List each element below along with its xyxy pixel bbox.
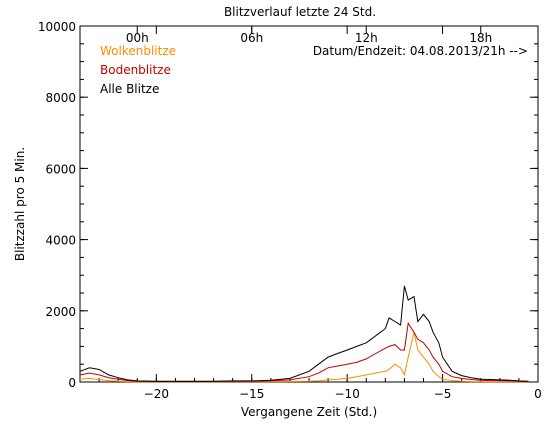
legend-bodenblitze: Bodenblitze <box>100 63 171 77</box>
y-axis-label: Blitzzahl pro 5 Min. <box>13 147 27 261</box>
top-tick-label: 06h <box>240 31 263 45</box>
top-tick-label: 12h <box>355 31 378 45</box>
x-axis-tick-labels: −20 −15 −10 −5 0 <box>144 387 542 401</box>
y-tick-label: 10000 <box>38 20 76 34</box>
y-tick-label: 6000 <box>45 162 76 176</box>
y-tick-label: 4000 <box>45 234 76 248</box>
top-axis-ticks <box>136 26 482 34</box>
x-tick-label: −10 <box>335 387 360 401</box>
top-axis-labels: 00h 06h 12h 18h <box>126 31 492 45</box>
x-tick-label: −15 <box>239 387 264 401</box>
x-tick-label: −20 <box>144 387 169 401</box>
top-tick-label: 00h <box>126 31 149 45</box>
x-tick-label: 0 <box>534 387 542 401</box>
y-tick-label: 0 <box>68 376 76 390</box>
x-axis-ticks <box>79 26 539 382</box>
chart-title: Blitzverlauf letzte 24 Std. <box>224 5 376 19</box>
legend-wolkenblitze: Wolkenblitze <box>100 44 176 58</box>
plot-frame <box>79 25 539 383</box>
series-line-wolkenblitze <box>79 332 529 383</box>
y-tick-label: 8000 <box>45 91 76 105</box>
y-tick-label: 2000 <box>45 305 76 319</box>
legend-alle-blitze: Alle Blitze <box>100 82 159 96</box>
y-axis-ticks <box>80 25 538 383</box>
x-tick-label: −5 <box>434 387 452 401</box>
series-group <box>79 285 529 383</box>
y-axis-tick-labels: 0 2000 4000 6000 8000 10000 <box>38 20 76 390</box>
series-line-alle-blitze <box>79 285 529 382</box>
x-axis-label: Vergangene Zeit (Std.) <box>241 405 377 419</box>
top-tick-label: 18h <box>469 31 492 45</box>
timestamp-label: Datum/Endzeit: 04.08.2013/21h --> <box>313 44 528 58</box>
